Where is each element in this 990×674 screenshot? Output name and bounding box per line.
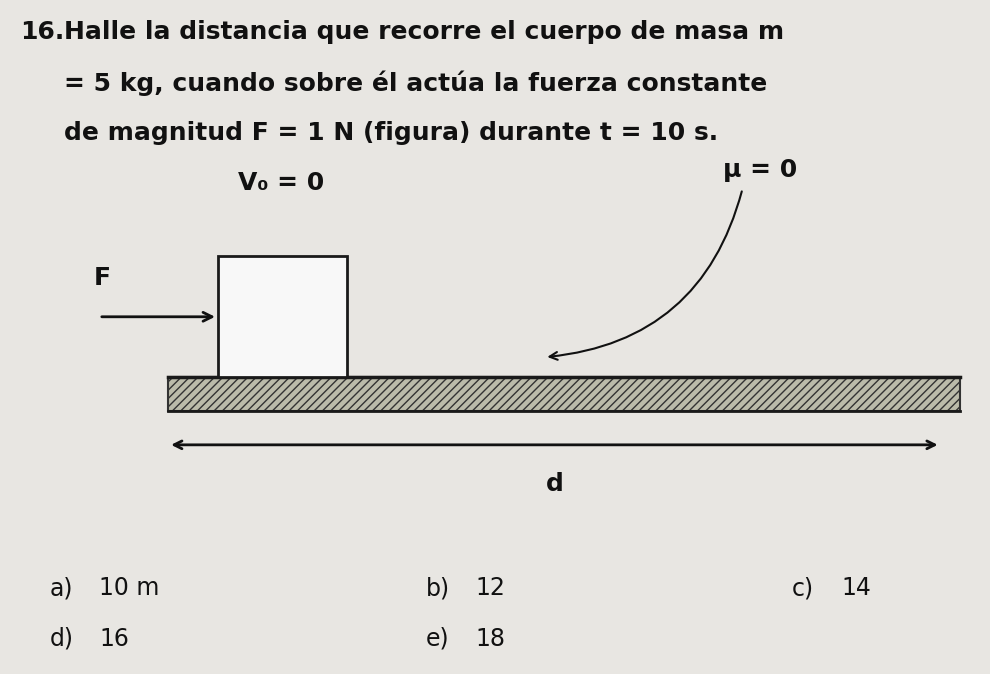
Text: 12: 12: [475, 576, 505, 601]
Text: a): a): [50, 576, 73, 601]
Text: 16: 16: [99, 627, 129, 651]
Text: = 5 kg, cuando sobre él actúa la fuerza constante: = 5 kg, cuando sobre él actúa la fuerza …: [64, 71, 767, 96]
Text: 14: 14: [842, 576, 871, 601]
Bar: [218, 256, 346, 377]
Text: d: d: [545, 472, 563, 496]
Text: Halle la distancia que recorre el cuerpo de masa m: Halle la distancia que recorre el cuerpo…: [64, 20, 784, 44]
Text: F: F: [94, 266, 111, 290]
Text: 16.: 16.: [20, 20, 64, 44]
Text: e): e): [426, 627, 449, 651]
Text: c): c): [792, 576, 814, 601]
Text: V₀ = 0: V₀ = 0: [238, 171, 324, 195]
Text: 18: 18: [475, 627, 505, 651]
Text: b): b): [426, 576, 449, 601]
Text: μ = 0: μ = 0: [723, 158, 797, 182]
Text: de magnitud F = 1 N (figura) durante t = 10 s.: de magnitud F = 1 N (figura) durante t =…: [64, 121, 719, 146]
FancyBboxPatch shape: [168, 377, 960, 411]
Text: d): d): [50, 627, 73, 651]
Text: 10 m: 10 m: [99, 576, 159, 601]
